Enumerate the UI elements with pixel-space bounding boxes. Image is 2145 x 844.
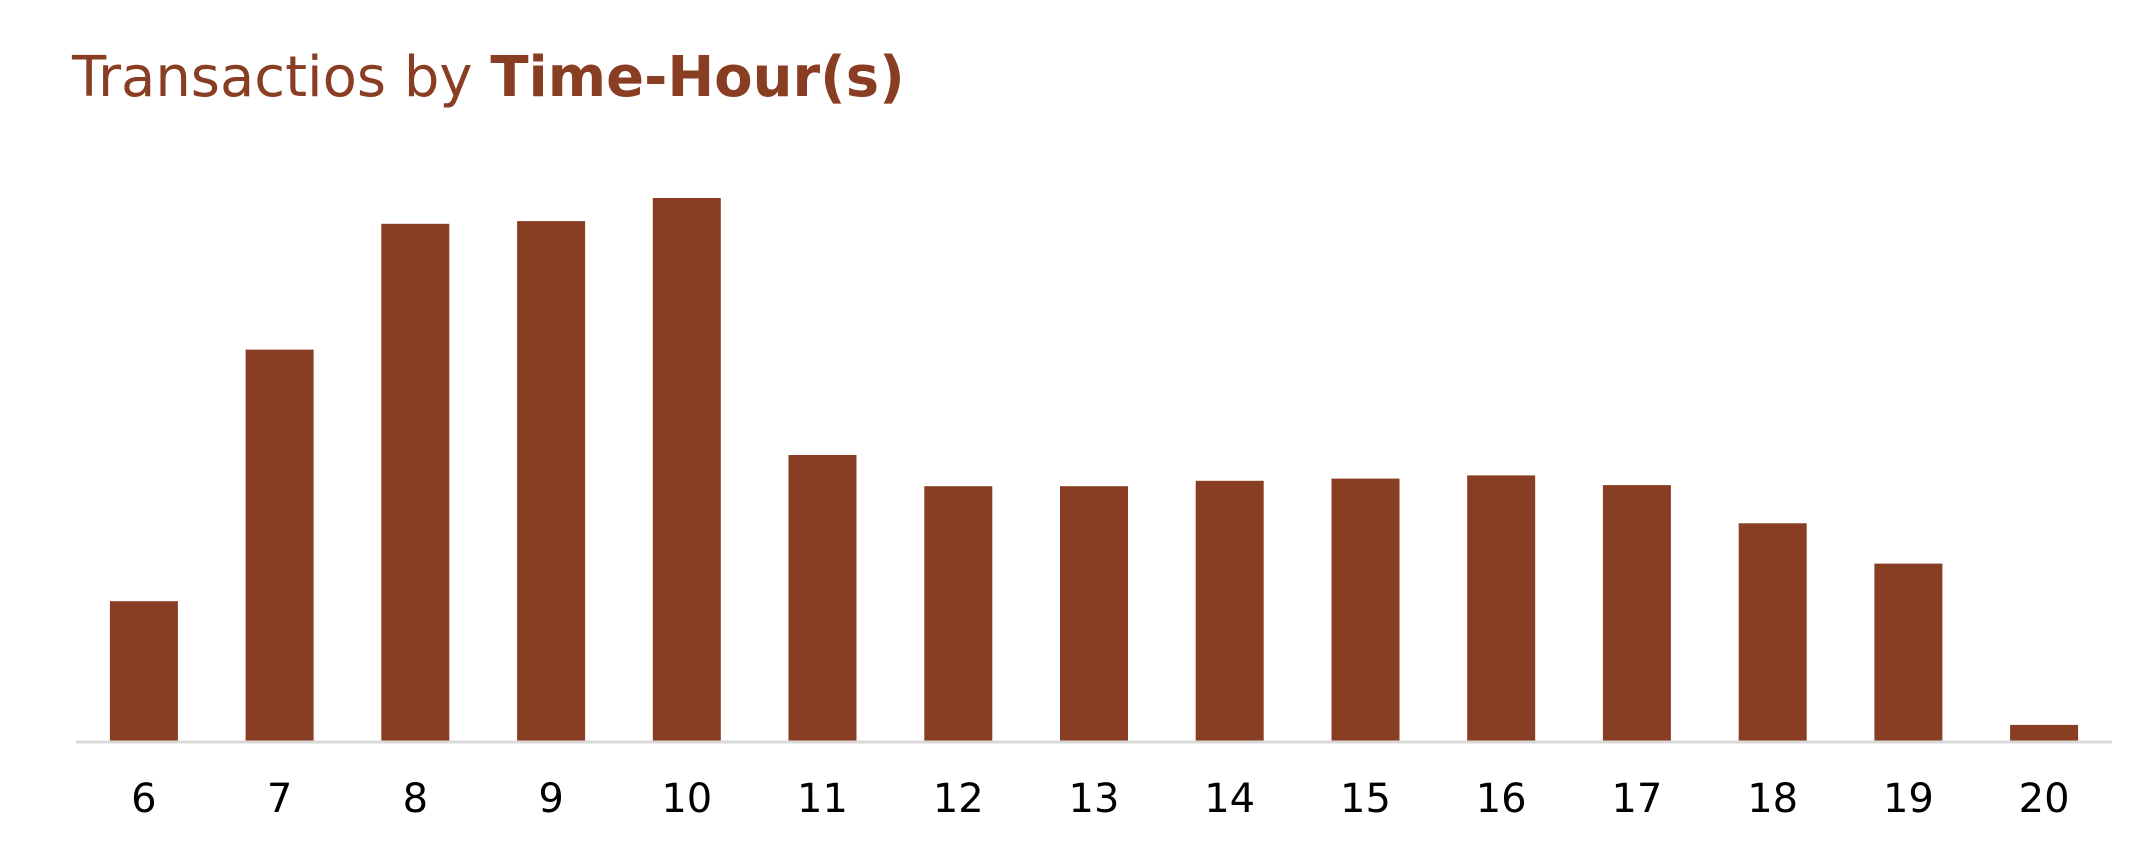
bar-hour-20 [2010, 724, 2079, 741]
x-tick-label-7: 7 [267, 776, 292, 822]
x-tick-label-8: 8 [403, 776, 428, 822]
bar-hour-9 [517, 221, 586, 742]
bar-hour-11 [788, 455, 857, 741]
x-tick-label-6: 6 [131, 776, 156, 822]
bar-hour-17 [1602, 485, 1671, 741]
bars-group [109, 198, 2079, 742]
chart-title: Transactios by Time-Hour(s) [72, 42, 905, 114]
bar-hour-13 [1060, 486, 1128, 741]
bar-hour-7 [245, 349, 314, 741]
bar-hour-12 [924, 486, 993, 741]
bar-hour-8 [381, 223, 450, 742]
x-tick-label-16: 16 [1476, 776, 1527, 822]
x-tick-labels: 6 7 8 9 10 11 12 13 14 15 16 17 18 19 20 [131, 776, 2069, 822]
bar-hour-15 [1331, 478, 1400, 741]
x-tick-label-12: 12 [933, 776, 984, 822]
x-tick-label-20: 20 [2019, 776, 2070, 822]
x-tick-label-14: 14 [1204, 776, 1255, 822]
bar-hour-10 [652, 198, 721, 741]
x-tick-label-11: 11 [797, 776, 848, 822]
bar-hour-14 [1195, 480, 1264, 741]
bar-hour-18 [1738, 523, 1807, 741]
chart-title-prefix: Transactios by [72, 45, 473, 110]
bar-hour-19 [1874, 563, 1943, 741]
bar-hour-16 [1467, 475, 1536, 741]
chart-title-bold: Time-Hour(s) [490, 45, 905, 110]
x-tick-label-15: 15 [1340, 776, 1391, 822]
bar-hour-6 [109, 601, 178, 741]
x-tick-label-18: 18 [1747, 776, 1798, 822]
x-tick-label-17: 17 [1611, 776, 1662, 822]
x-tick-label-19: 19 [1883, 776, 1934, 822]
x-tick-label-9: 9 [538, 776, 563, 822]
x-tick-label-13: 13 [1069, 776, 1120, 822]
x-tick-label-10: 10 [661, 776, 712, 822]
